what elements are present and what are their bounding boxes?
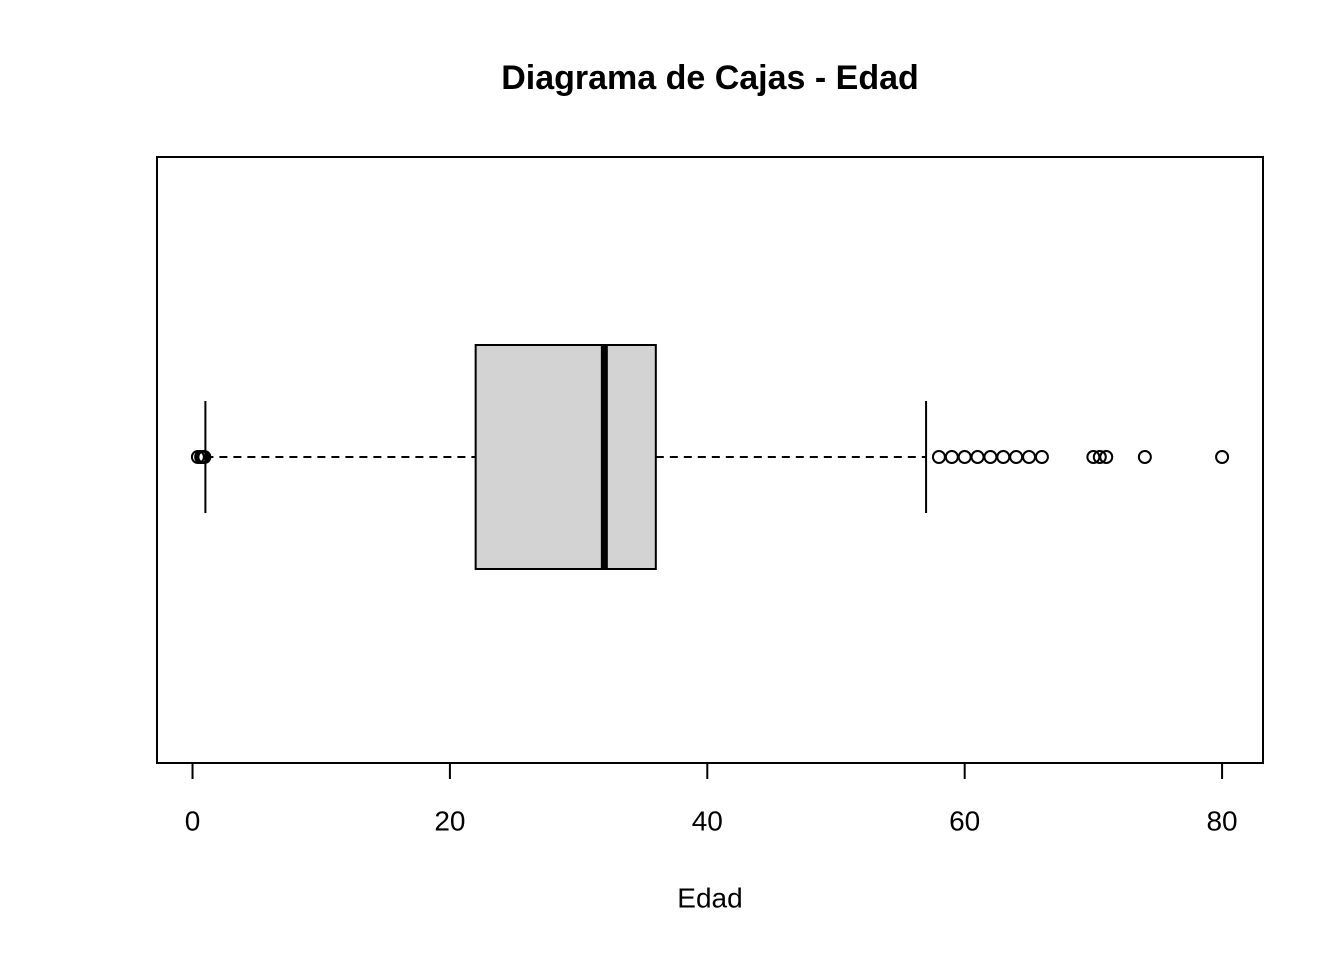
outlier <box>944 450 959 464</box>
outlier <box>1215 450 1230 464</box>
outlier <box>1009 450 1024 464</box>
x-tick-label: 60 <box>949 805 980 836</box>
outlier <box>931 450 946 464</box>
outlier <box>1034 450 1049 464</box>
x-tick-label: 80 <box>1206 805 1237 836</box>
outlier <box>996 450 1011 464</box>
x-axis-label: Edad <box>677 882 742 913</box>
box <box>474 344 657 570</box>
outlier <box>1092 450 1107 464</box>
x-tick-label: 40 <box>692 805 723 836</box>
chart-title: Diagrama de Cajas - Edad <box>501 59 919 97</box>
outlier <box>983 450 998 464</box>
x-tick-label: 20 <box>434 805 465 836</box>
outlier <box>957 450 972 464</box>
outlier <box>1099 450 1114 464</box>
x-tick-label: 0 <box>185 805 201 836</box>
outlier <box>1137 450 1152 464</box>
outlier <box>197 450 212 464</box>
outlier <box>1022 450 1037 464</box>
outlier <box>970 450 985 464</box>
plot-frame <box>156 156 1264 764</box>
